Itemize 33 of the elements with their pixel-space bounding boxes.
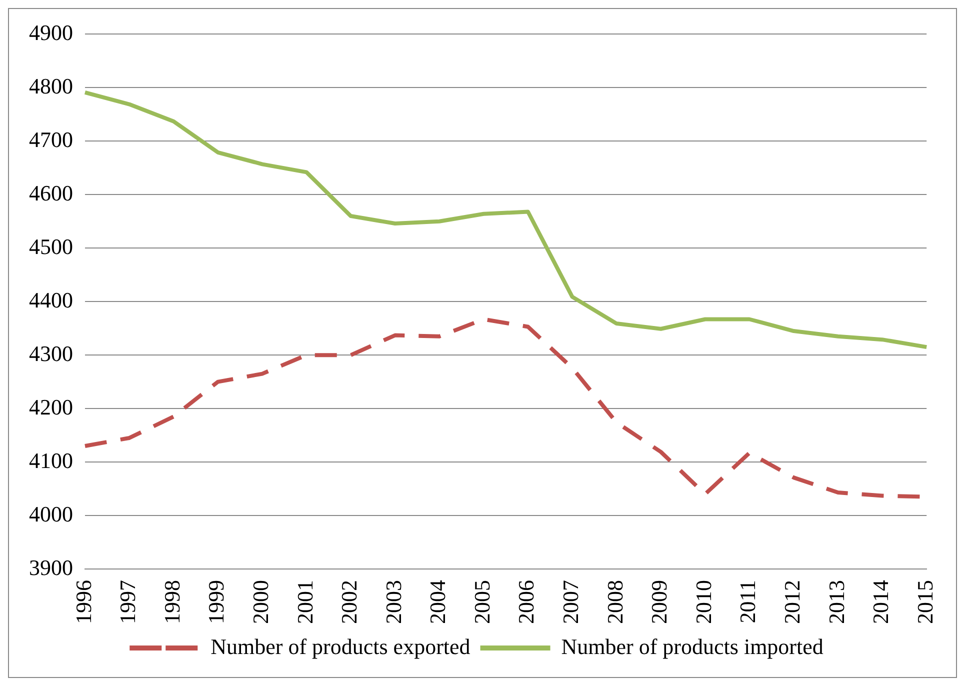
x-tick-label: 2002 bbox=[336, 580, 362, 624]
x-tick-label: 1998 bbox=[159, 580, 184, 624]
x-tick-label: 2006 bbox=[514, 580, 539, 624]
y-tick-label: 4100 bbox=[29, 448, 73, 473]
y-tick-label: 4800 bbox=[29, 73, 73, 98]
x-tick-label: 2003 bbox=[380, 580, 406, 624]
y-tick-label: 4700 bbox=[29, 126, 73, 152]
x-tick-label: 2012 bbox=[779, 580, 804, 624]
legend-label: Number of products imported bbox=[561, 634, 824, 659]
x-tick-label: 1996 bbox=[70, 580, 96, 624]
y-tick-label: 4500 bbox=[29, 234, 73, 259]
y-tick-label: 4000 bbox=[29, 501, 73, 526]
y-tick-label: 4600 bbox=[29, 180, 73, 206]
x-tick-label: 1997 bbox=[115, 580, 140, 624]
x-tick-label: 2015 bbox=[912, 580, 938, 624]
x-tick-label: 2000 bbox=[248, 580, 273, 624]
x-tick-label: 2011 bbox=[735, 580, 760, 624]
y-tick-label: 4400 bbox=[29, 287, 73, 312]
x-tick-label: 2010 bbox=[690, 580, 716, 624]
x-tick-label: 2014 bbox=[868, 580, 894, 624]
y-tick-label: 4200 bbox=[29, 394, 73, 420]
y-tick-label: 4900 bbox=[29, 20, 73, 45]
x-tick-label: 2008 bbox=[602, 580, 628, 624]
x-tick-label: 2005 bbox=[469, 580, 494, 624]
legend-label: Number of products exported bbox=[210, 634, 470, 659]
x-tick-label: 2004 bbox=[425, 580, 450, 624]
y-tick-label: 3900 bbox=[29, 554, 73, 580]
x-tick-label: 2013 bbox=[824, 580, 849, 624]
y-tick-label: 4300 bbox=[29, 340, 73, 366]
x-tick-label: 2001 bbox=[292, 580, 318, 624]
x-tick-label: 1999 bbox=[204, 580, 229, 624]
x-tick-label: 2009 bbox=[646, 580, 672, 624]
x-tick-label: 2007 bbox=[558, 580, 584, 624]
